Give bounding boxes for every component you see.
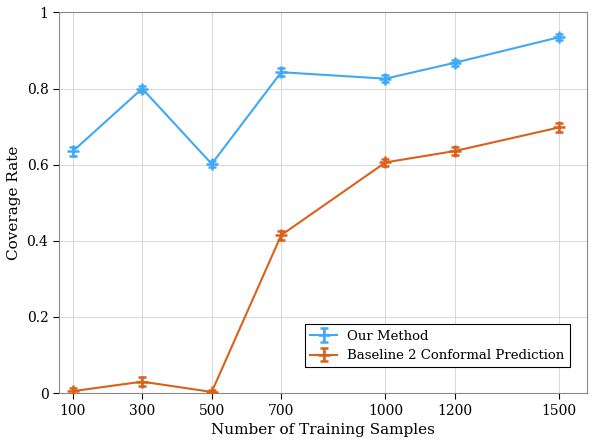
- Legend: Our Method, Baseline 2 Conformal Prediction: Our Method, Baseline 2 Conformal Predict…: [305, 324, 570, 368]
- Y-axis label: Coverage Rate: Coverage Rate: [7, 146, 21, 260]
- X-axis label: Number of Training Samples: Number of Training Samples: [211, 423, 435, 437]
